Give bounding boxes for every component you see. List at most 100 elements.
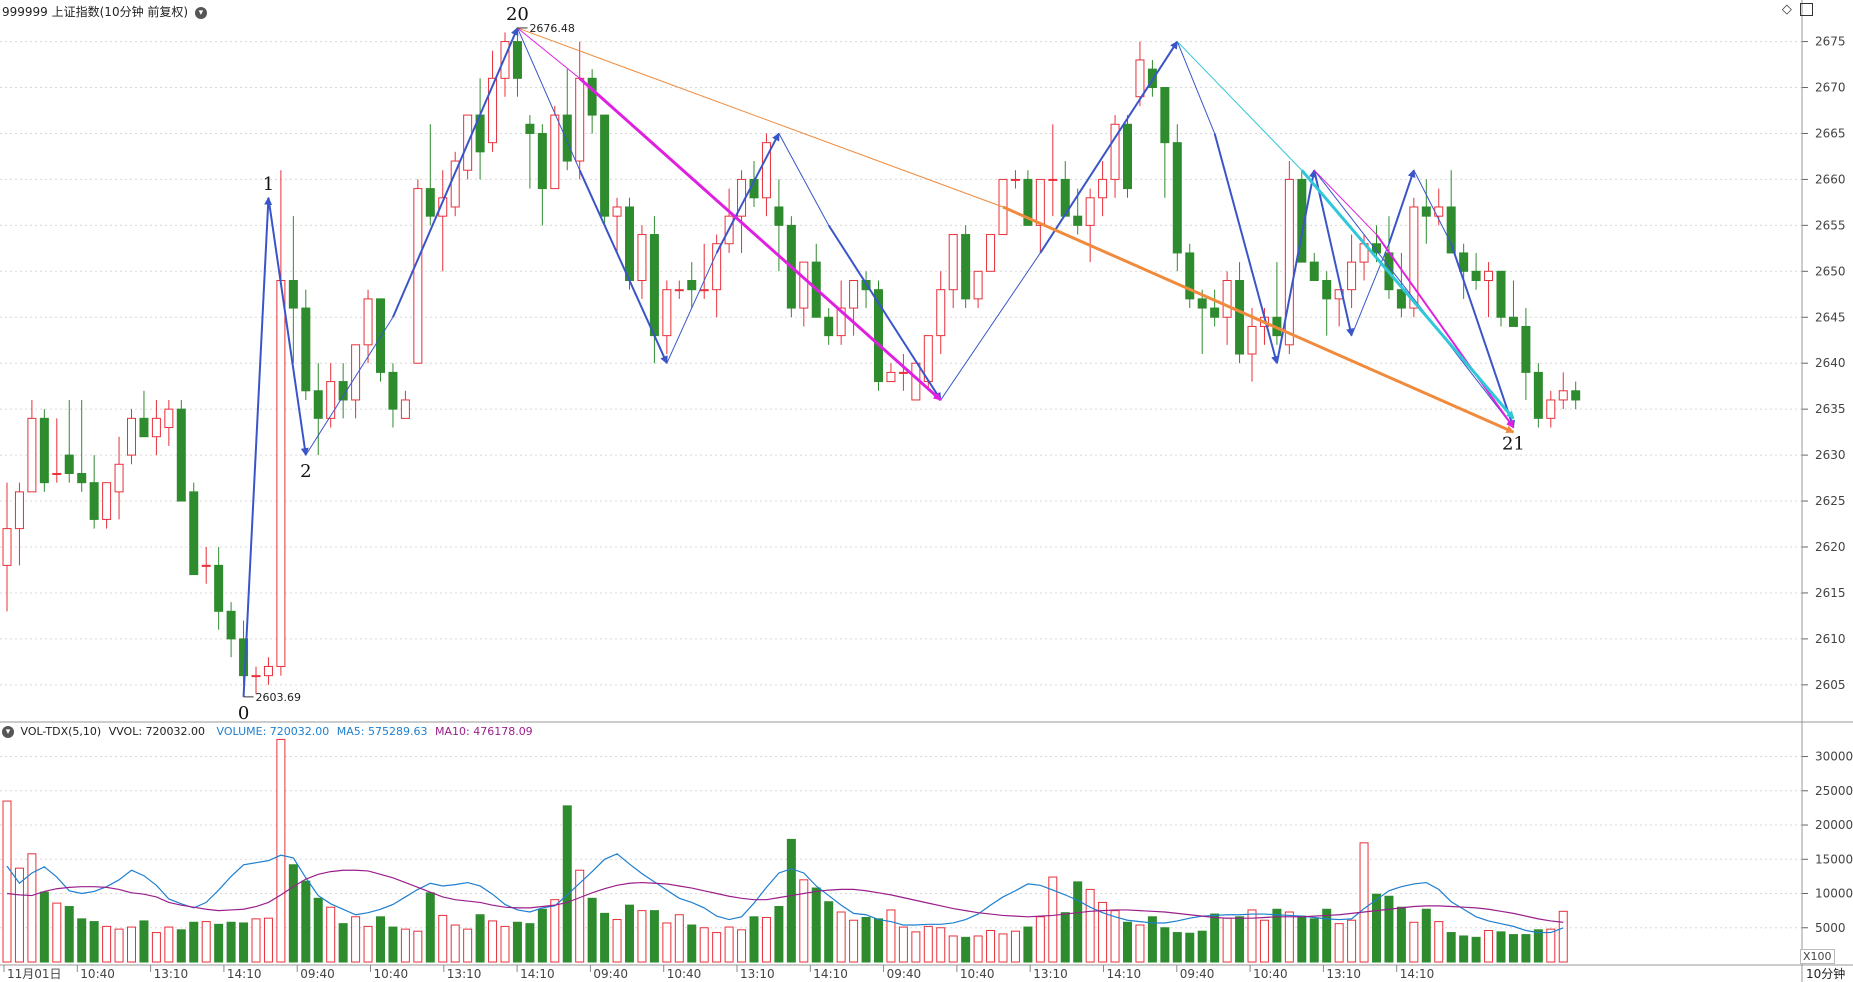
candle-body — [351, 344, 361, 401]
price-tick-label: 2615 — [1815, 586, 1846, 600]
annotations: 0 1 2 20 21 2676.48 2603.69 — [238, 4, 1525, 724]
volume-bar — [1459, 935, 1469, 963]
price-tick-label: 2640 — [1815, 356, 1846, 370]
candle-body — [1446, 206, 1456, 254]
time-tick-label: 11月01日 — [7, 967, 62, 981]
volume-bar — [712, 932, 722, 963]
volume-tick-label: 20000 — [1815, 818, 1853, 832]
candle-body — [1048, 178, 1058, 181]
volume-bar — [338, 923, 348, 963]
candle-body — [1123, 123, 1132, 190]
window-controls: ◇ — [1782, 2, 1813, 17]
volume-bar — [1185, 932, 1195, 963]
volume-bar — [836, 911, 846, 963]
candle-body — [176, 408, 186, 502]
candle-body — [52, 472, 62, 475]
volume-bar — [1023, 926, 1033, 963]
candle-body — [1571, 390, 1581, 401]
candle-body — [363, 298, 373, 346]
panel-toggle-icon[interactable] — [1800, 3, 1813, 16]
candle-body — [799, 261, 809, 309]
chevron-down-icon[interactable]: ▾ — [194, 6, 207, 19]
candle-body — [550, 114, 560, 190]
candle-body — [164, 408, 174, 429]
volume-bar — [388, 926, 398, 963]
candle-body — [27, 417, 37, 493]
candle-body — [239, 638, 249, 677]
candle-body — [1471, 270, 1481, 281]
chevron-down-icon[interactable]: ▾ — [2, 726, 14, 738]
price-tick-label: 2660 — [1815, 172, 1846, 186]
volume-bar — [936, 927, 946, 963]
candle-body — [1185, 252, 1195, 300]
volume-bar — [27, 853, 37, 963]
volume-tick-label: 25000 — [1815, 784, 1853, 798]
volume-bar — [1098, 901, 1108, 963]
candle-body — [326, 381, 336, 419]
candle-body — [824, 316, 834, 337]
wave-line — [1313, 169, 1377, 235]
volume-bar — [874, 918, 883, 963]
volume-bar — [1247, 909, 1257, 963]
diamond-icon[interactable]: ◇ — [1781, 2, 1792, 17]
time-tick-label: 13:10 — [154, 967, 189, 981]
candle-body — [77, 472, 87, 484]
period-label[interactable]: 10分钟 — [1806, 967, 1846, 981]
candle-body — [1372, 243, 1381, 254]
time-tick-label: 09:40 — [593, 967, 628, 981]
price-tick-label: 2605 — [1815, 678, 1846, 692]
volume-bar — [724, 926, 734, 963]
volume-bar — [961, 936, 971, 963]
candle-body — [612, 206, 622, 217]
time-tick-label: 10:40 — [960, 967, 995, 981]
volume-bar — [1272, 908, 1282, 963]
volume-bar — [1396, 906, 1406, 963]
low-value-label: 2603.69 — [256, 691, 301, 704]
candle-body — [587, 77, 597, 116]
candle-body — [1197, 298, 1207, 309]
volume-bar — [1172, 932, 1182, 963]
candle-body — [388, 371, 398, 410]
wave-point-label: 21 — [1502, 434, 1525, 455]
volume-bar — [612, 919, 622, 963]
volume-tick-label: 5000 — [1815, 921, 1846, 935]
wave-line — [715, 132, 780, 254]
volume-bar — [1073, 881, 1083, 963]
volume-bar — [64, 906, 74, 963]
candle-body — [625, 206, 634, 281]
volume-bar — [1222, 917, 1232, 963]
wave-line — [1450, 243, 1515, 429]
volume-bar — [2, 800, 12, 963]
volume-bar — [413, 930, 423, 963]
volume-bar — [463, 928, 473, 963]
volume-bar — [587, 897, 597, 963]
volume-bar — [600, 912, 610, 963]
volume-bar — [438, 914, 448, 963]
candle-body — [276, 279, 286, 667]
candle-body — [674, 289, 684, 292]
volume-bar — [114, 928, 124, 963]
wave-line — [1039, 40, 1179, 254]
candle-body — [575, 77, 585, 162]
volume-tick-label: 30000 — [1815, 750, 1853, 764]
volume-bar — [699, 927, 709, 963]
candle-body — [338, 381, 348, 401]
candle-body — [1508, 316, 1518, 327]
candle-body — [14, 491, 24, 530]
candle-body — [251, 675, 261, 678]
candle-body — [1085, 197, 1095, 226]
volume-bar — [1123, 921, 1132, 963]
title-text: 999999 上证指数(10分钟 前复权) — [2, 5, 189, 19]
wave-line — [242, 196, 273, 697]
volume-bar — [1135, 924, 1145, 963]
wave-line — [1375, 233, 1515, 429]
volume-bar — [1372, 893, 1381, 963]
volume-bar — [662, 922, 672, 963]
candle-body — [600, 114, 610, 217]
volume-bar — [948, 935, 958, 963]
chart-title: 999999 上证指数(10分钟 前复权) ▾ — [2, 3, 207, 20]
volume-bar — [1160, 927, 1170, 963]
volume-bar — [288, 864, 298, 963]
volume-bar — [1359, 842, 1369, 963]
